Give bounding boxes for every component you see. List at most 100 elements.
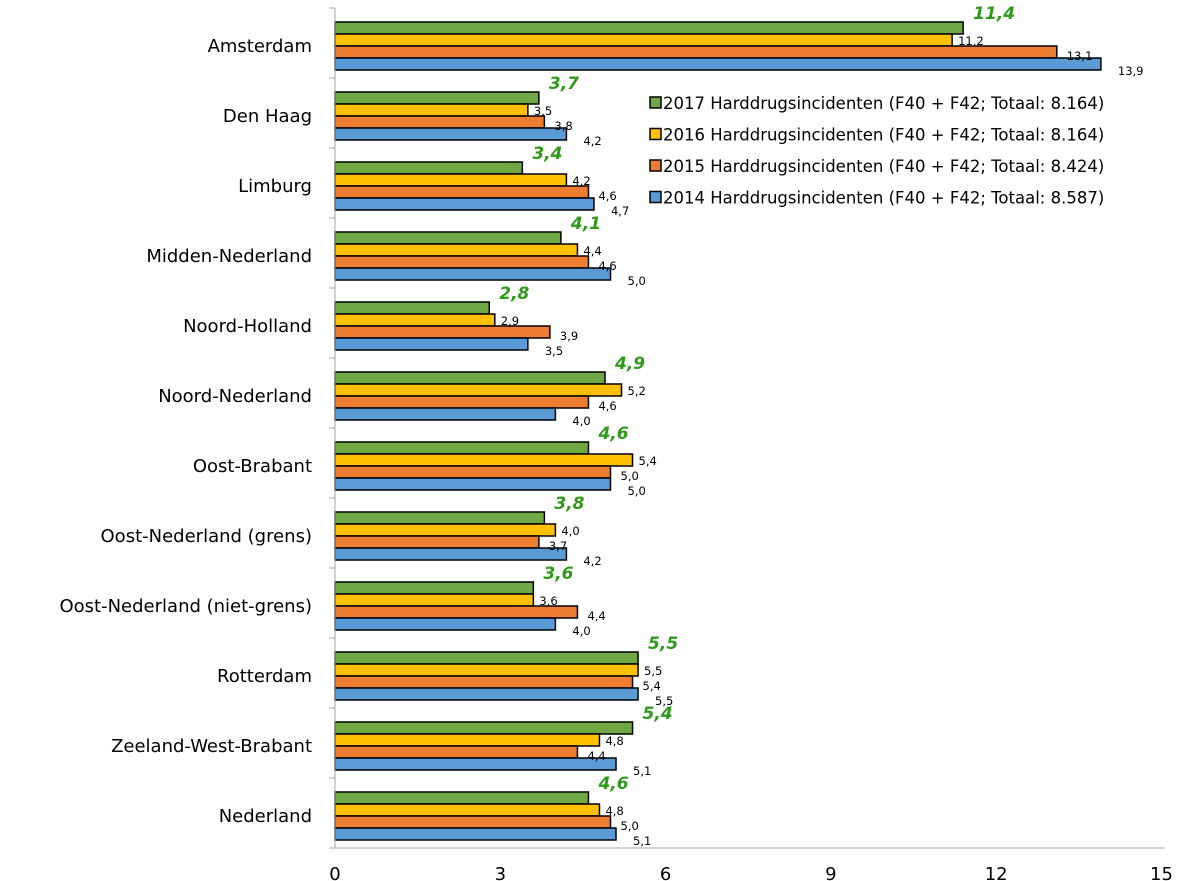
data-label: 5,0 xyxy=(621,819,639,833)
data-label: 2,9 xyxy=(501,314,519,328)
bar xyxy=(334,91,540,105)
bar xyxy=(334,803,601,817)
category-label: Den Haag xyxy=(223,106,312,127)
data-label-highlight: 4,6 xyxy=(597,424,628,444)
bar xyxy=(334,255,590,269)
bar xyxy=(334,651,639,665)
bar xyxy=(334,115,546,129)
legend-swatch xyxy=(649,159,662,172)
bar xyxy=(334,383,623,397)
legend-label: 2016 Harddrugsincidenten (F40 + F42; Tot… xyxy=(663,126,1104,145)
legend-swatch xyxy=(649,190,662,204)
data-labels-layer: 11,411,213,113,93,73,53,84,23,44,24,64,7… xyxy=(499,4,1143,848)
data-label: 3,7 xyxy=(549,539,567,553)
bar xyxy=(334,313,496,327)
data-label: 5,0 xyxy=(628,274,646,288)
category-label: Oost-Brabant xyxy=(193,456,312,477)
data-label: 4,2 xyxy=(572,174,590,188)
category-label: Amsterdam xyxy=(208,36,312,57)
bar xyxy=(334,815,612,829)
legend-label: 2015 Harddrugsincidenten (F40 + F42; Tot… xyxy=(663,157,1104,176)
bar xyxy=(334,301,491,315)
legend-label: 2017 Harddrugsincidenten (F40 + F42; Tot… xyxy=(663,94,1104,113)
data-label: 4,4 xyxy=(587,749,605,763)
bar xyxy=(334,535,540,549)
data-label: 4,6 xyxy=(598,259,616,273)
data-label: 13,9 xyxy=(1118,64,1144,78)
data-label: 4,0 xyxy=(572,414,590,428)
bar xyxy=(334,745,579,759)
bar xyxy=(334,161,524,175)
legend: 2017 Harddrugsincidenten (F40 + F42; Tot… xyxy=(649,94,1104,208)
data-label: 4,8 xyxy=(605,734,623,748)
data-label-highlight: 11,4 xyxy=(973,4,1015,24)
bar xyxy=(334,33,953,47)
bar xyxy=(334,103,529,117)
data-label-highlight: 5,5 xyxy=(648,634,678,654)
bar xyxy=(334,337,529,351)
data-label: 11,2 xyxy=(958,34,984,48)
data-label: 5,1 xyxy=(633,834,651,848)
x-tick-label: 9 xyxy=(825,864,836,881)
data-label: 4,0 xyxy=(572,624,590,638)
data-label: 4,4 xyxy=(587,609,605,623)
x-tick-label: 3 xyxy=(495,864,506,881)
bar xyxy=(334,663,639,677)
data-label: 4,8 xyxy=(605,804,623,818)
x-tick-label: 15 xyxy=(1150,864,1173,881)
data-label: 5,0 xyxy=(621,469,639,483)
bar xyxy=(334,465,612,479)
bar xyxy=(334,173,568,187)
bar xyxy=(334,757,617,771)
bar xyxy=(334,477,612,491)
bar xyxy=(334,185,590,199)
x-tick-label: 0 xyxy=(329,864,340,881)
bar xyxy=(334,827,617,841)
data-label: 4,2 xyxy=(583,134,601,148)
axes-layer xyxy=(329,7,1165,849)
bar xyxy=(334,687,639,701)
bar xyxy=(334,371,606,385)
bar xyxy=(334,581,535,595)
x-tick-labels-layer: 0 3 6 9 12 15 xyxy=(329,864,1173,881)
legend-label: 2014 Harddrugsincidenten (F40 + F42; Tot… xyxy=(663,189,1104,208)
data-label: 5,1 xyxy=(633,764,651,778)
bar xyxy=(334,617,557,631)
data-label: 4,0 xyxy=(561,524,579,538)
legend-swatch xyxy=(649,96,662,109)
data-label: 5,5 xyxy=(655,694,673,708)
data-label: 3,8 xyxy=(554,119,572,133)
data-label: 3,5 xyxy=(545,344,563,358)
bar xyxy=(334,523,557,537)
data-label: 4,4 xyxy=(583,244,601,258)
data-label-highlight: 4,9 xyxy=(614,354,645,374)
bar xyxy=(334,721,634,735)
data-label: 3,6 xyxy=(539,594,557,608)
bar xyxy=(334,395,590,409)
data-label-highlight: 5,4 xyxy=(643,704,673,724)
data-label-highlight: 2,8 xyxy=(499,284,529,304)
data-label: 5,5 xyxy=(644,664,662,678)
bar xyxy=(334,441,590,455)
data-label: 13,1 xyxy=(1067,49,1093,63)
data-label: 4,6 xyxy=(598,189,616,203)
bar xyxy=(334,243,579,257)
bar xyxy=(334,197,595,211)
data-label: 3,9 xyxy=(560,329,578,343)
bar xyxy=(334,267,612,281)
data-label: 5,4 xyxy=(639,454,657,468)
data-label: 5,4 xyxy=(643,679,661,693)
category-label: Nederland xyxy=(219,806,312,827)
data-label: 3,5 xyxy=(534,104,552,118)
data-label-highlight: 4,6 xyxy=(597,774,628,794)
bar xyxy=(334,407,557,421)
bar xyxy=(334,791,590,805)
category-label: Oost-Nederland (niet-grens) xyxy=(59,596,312,617)
x-tick-label: 6 xyxy=(660,864,671,881)
data-label: 4,2 xyxy=(583,554,601,568)
bar xyxy=(334,127,568,141)
data-label: 4,6 xyxy=(598,399,616,413)
bar xyxy=(334,733,601,747)
category-label: Midden-Nederland xyxy=(146,246,312,267)
